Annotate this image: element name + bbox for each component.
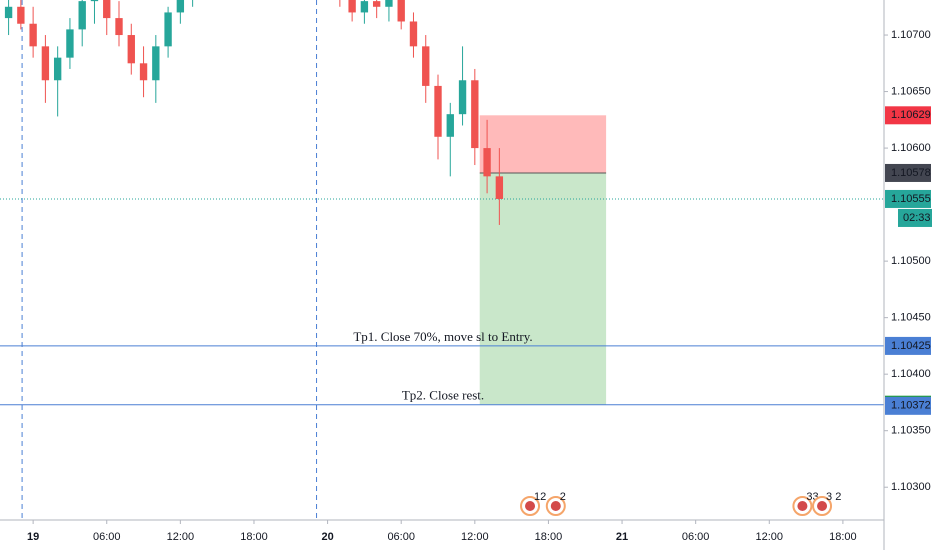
candle-body <box>66 29 74 58</box>
x-tick-label: 12:00 <box>461 531 489 543</box>
event-flag <box>550 501 561 511</box>
plot-area: Tp1. Close 70%, move sl to Entry. Tp2. Cl… <box>0 0 884 520</box>
candle-body <box>471 80 479 149</box>
price-badge-label: 1.10629 <box>891 109 931 121</box>
x-tick-label: 06:00 <box>682 531 710 543</box>
x-tick-label: 18:00 <box>829 531 857 543</box>
price-badge-label: 1.10578 <box>891 167 931 179</box>
x-tick-label: 21 <box>616 531 628 543</box>
candle-body <box>495 176 504 199</box>
line-note: Tp2. Close rest. <box>402 388 484 403</box>
candle-body <box>17 6 25 24</box>
candle-body <box>152 46 160 81</box>
candle-body <box>29 23 37 47</box>
price-badge <box>885 396 931 415</box>
y-tick-label: 1.10300 <box>891 481 931 493</box>
candle-body <box>446 114 454 137</box>
x-tick-label: 12:00 <box>167 531 195 543</box>
candle-body <box>127 35 135 64</box>
price-axis <box>884 0 932 550</box>
x-tick-label: 06:00 <box>93 531 121 543</box>
countdown-label: 02:33 <box>903 212 931 224</box>
x-tick-label: 18:00 <box>535 531 563 543</box>
x-tick-label: 20 <box>321 531 333 543</box>
time-axis <box>0 520 932 550</box>
candle-body <box>434 85 442 137</box>
y-tick-label: 1.10350 <box>891 425 931 437</box>
candle-body <box>139 63 148 81</box>
line-note: Tp1. Close 70%, move sl to Entry. <box>353 329 532 344</box>
x-tick-label: 12:00 <box>756 531 784 543</box>
candle-body <box>115 18 123 36</box>
countdown-badge <box>898 208 932 227</box>
candle-body <box>385 0 393 7</box>
candle-body <box>422 46 430 86</box>
candle-body <box>176 0 185 13</box>
y-tick-label: 1.10700 <box>891 29 931 41</box>
candle-body <box>103 0 111 19</box>
y-tick-label: 1.10650 <box>891 85 931 97</box>
y-tick-label: 1.10600 <box>891 142 931 154</box>
candle-body <box>164 12 172 47</box>
event-flag <box>817 501 828 511</box>
candle-body <box>409 21 418 47</box>
y-tick-label: 1.10500 <box>891 255 931 267</box>
axes: 1.10700 1.10650 1.10600 1.10500 1.10450 1.104… <box>27 29 932 543</box>
candle-body <box>348 0 356 13</box>
candle-body <box>4 6 13 19</box>
event-flag <box>525 501 536 511</box>
candle-body <box>53 57 62 81</box>
price-badge <box>885 336 931 355</box>
candle-body <box>458 80 467 115</box>
price-badge <box>885 106 931 125</box>
candle-body <box>78 1 86 30</box>
x-tick-label: 19 <box>27 531 39 543</box>
y-tick-label: 1.10450 <box>891 312 931 324</box>
event-count: 2 <box>560 491 566 503</box>
event-count: 3 2 <box>826 491 841 503</box>
x-tick-label: 18:00 <box>240 531 268 543</box>
price-badge-label: 1.10555 <box>891 193 931 205</box>
price-badge-label: 1.10372 <box>891 400 931 412</box>
target-zone <box>479 172 607 405</box>
x-tick-label: 06:00 <box>387 531 415 543</box>
candle-body <box>360 1 369 13</box>
candle-body <box>372 1 381 7</box>
candle-body <box>41 46 50 81</box>
candle-body <box>397 0 405 22</box>
price-badge-label: 1.10425 <box>891 340 931 352</box>
candle-body <box>90 0 99 2</box>
y-tick-label: 1.10400 <box>891 368 931 380</box>
price-badge <box>885 163 931 182</box>
stop-zone <box>479 115 607 173</box>
event-flag <box>797 501 808 511</box>
price-badge <box>885 189 931 208</box>
candle-body <box>483 148 491 177</box>
event-count: 12 <box>534 491 546 503</box>
